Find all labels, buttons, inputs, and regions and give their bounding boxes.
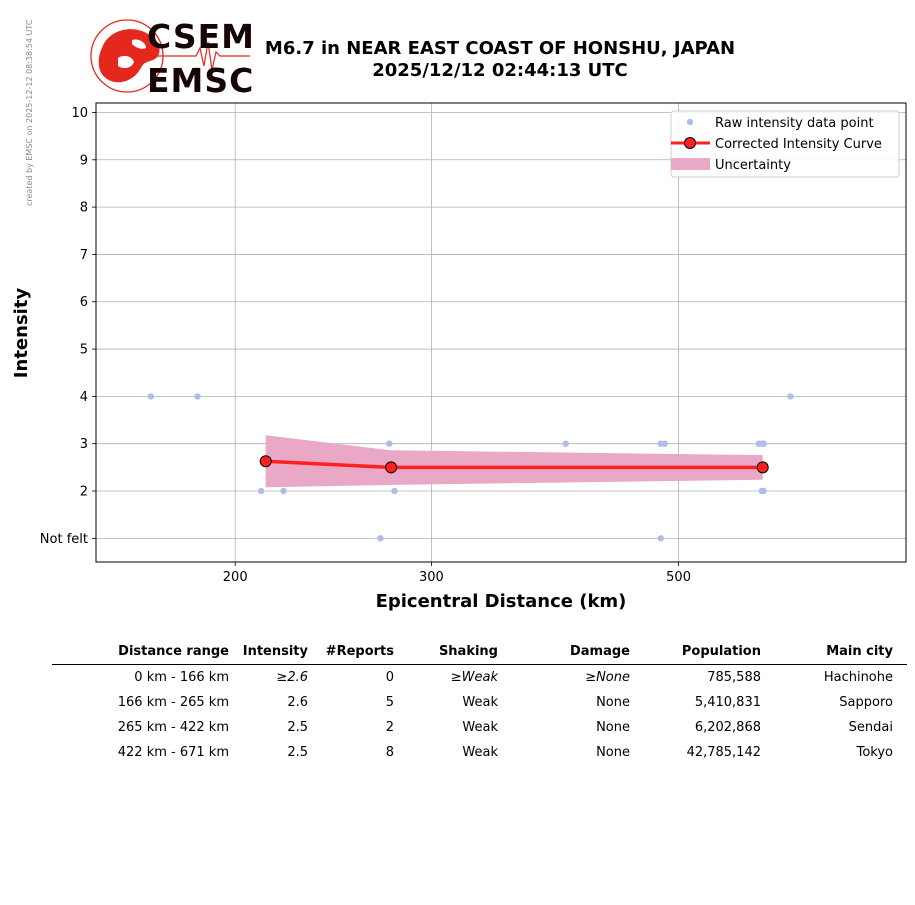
table-header: Distance range Intensity #Reports Shakin… xyxy=(52,640,907,665)
table-row: 265 km - 422 km 2.5 2 Weak None 6,202,86… xyxy=(52,715,907,740)
cell-population: 5,410,831 xyxy=(694,695,761,710)
legend-uncertainty-swatch xyxy=(671,158,710,170)
y-tick-label: 8 xyxy=(80,201,88,216)
cell-shaking: ≥Weak xyxy=(450,670,498,685)
cell-distance-range: 0 km - 166 km xyxy=(134,670,229,685)
y-tick-label: 2 xyxy=(80,485,88,500)
cell-main-city: Sapporo xyxy=(839,695,893,710)
header-reports: #Reports xyxy=(325,644,394,659)
cell-distance-range: 422 km - 671 km xyxy=(117,745,229,760)
uncertainty-band-layer xyxy=(265,435,763,488)
cell-reports: 2 xyxy=(385,720,394,735)
legend-curve-marker xyxy=(684,137,696,149)
cell-distance-range: 166 km - 265 km xyxy=(117,695,229,710)
summary-table: Distance range Intensity #Reports Shakin… xyxy=(52,640,907,765)
y-tick-label: 7 xyxy=(80,248,88,263)
table-row: 0 km - 166 km ≥2.6 0 ≥Weak ≥None 785,588… xyxy=(52,665,907,690)
x-tick-label: 500 xyxy=(666,570,691,585)
raw-data-point xyxy=(657,535,664,542)
cell-reports: 5 xyxy=(385,695,394,710)
header-intensity: Intensity xyxy=(242,644,308,659)
y-tick-label: 5 xyxy=(80,343,88,358)
header-population: Population xyxy=(681,644,761,659)
cell-reports: 8 xyxy=(385,745,394,760)
cell-damage: ≥None xyxy=(585,670,630,685)
raw-data-point xyxy=(391,487,398,495)
cell-main-city: Tokyo xyxy=(856,745,893,760)
legend-raw-label: Raw intensity data point xyxy=(715,116,874,131)
cell-damage: None xyxy=(596,720,630,735)
cell-reports: 0 xyxy=(385,670,394,685)
cell-intensity: 2.5 xyxy=(287,720,308,735)
x-tick-label: 300 xyxy=(419,570,444,585)
raw-data-point xyxy=(147,393,154,400)
cell-shaking: Weak xyxy=(462,695,498,710)
corrected-curve-point xyxy=(385,461,398,474)
table-row: 166 km - 265 km 2.6 5 Weak None 5,410,83… xyxy=(52,690,907,715)
raw-data-point xyxy=(562,440,569,447)
raw-data-point xyxy=(386,440,393,447)
emsc-logo: CSEM EMSC xyxy=(88,18,258,100)
raw-data-point xyxy=(760,487,767,495)
chart-title: M6.7 in NEAR EAST COAST OF HONSHU, JAPAN… xyxy=(230,38,770,82)
raw-data-point xyxy=(377,535,384,542)
legend-raw-marker xyxy=(686,118,694,126)
corrected-curve-point xyxy=(259,455,272,468)
cell-intensity: 2.5 xyxy=(287,745,308,760)
raw-data-point xyxy=(194,393,201,400)
legend: Raw intensity data point Corrected Inten… xyxy=(670,110,900,178)
raw-data-point xyxy=(657,440,664,447)
cell-population: 785,588 xyxy=(707,670,761,685)
corrected-curve-layer xyxy=(259,455,769,474)
cell-population: 6,202,868 xyxy=(694,720,761,735)
cell-shaking: Weak xyxy=(462,720,498,735)
cell-distance-range: 265 km - 422 km xyxy=(117,720,229,735)
header-shaking: Shaking xyxy=(438,644,498,659)
y-tick-label: 10 xyxy=(71,106,88,121)
legend-curve-label: Corrected Intensity Curve xyxy=(715,137,882,152)
plot-frame xyxy=(95,102,907,563)
y-tick-label: 9 xyxy=(80,153,88,168)
y-tick-label: 3 xyxy=(80,437,88,452)
logo-top-text: CSEM xyxy=(147,17,255,56)
raw-points-layer xyxy=(147,393,794,542)
raw-data-point xyxy=(257,487,265,495)
title-line-1: M6.7 in NEAR EAST COAST OF HONSHU, JAPAN xyxy=(264,38,736,59)
header-damage: Damage xyxy=(569,644,630,659)
cell-main-city: Sendai xyxy=(848,720,893,735)
globe-seismogram-icon xyxy=(90,19,250,93)
y-tick-label: Not felt xyxy=(40,532,88,547)
header-main-city: Main city xyxy=(826,644,893,659)
cell-damage: None xyxy=(596,745,630,760)
uncertainty-band xyxy=(265,435,763,488)
x-axis-label: Epicentral Distance (km) xyxy=(376,591,627,612)
y-tick-label: 4 xyxy=(80,390,88,405)
logo-bottom-text: EMSC xyxy=(147,61,255,100)
cell-intensity: 2.6 xyxy=(287,695,308,710)
header-distance-range: Distance range xyxy=(118,644,229,659)
cell-damage: None xyxy=(596,695,630,710)
cell-main-city: Hachinohe xyxy=(823,670,893,685)
intensity-chart: Not felt 2 3 4 5 6 7 8 9 10 200 300 500 Epicentral D… xyxy=(11,102,907,612)
raw-data-point xyxy=(760,440,767,447)
x-tick-label: 200 xyxy=(223,570,248,585)
cell-intensity: ≥2.6 xyxy=(276,670,308,685)
y-axis-label: Intensity xyxy=(11,288,32,379)
ticks: Not felt 2 3 4 5 6 7 8 9 10 200 300 500 xyxy=(40,106,691,585)
corrected-curve-point xyxy=(756,461,769,474)
table-row: 422 km - 671 km 2.5 8 Weak None 42,785,1… xyxy=(52,740,907,765)
cell-shaking: Weak xyxy=(462,745,498,760)
raw-data-point xyxy=(787,393,794,400)
raw-data-point xyxy=(280,487,287,495)
cell-population: 42,785,142 xyxy=(686,745,761,760)
y-tick-label: 6 xyxy=(80,295,88,310)
legend-uncertainty-label: Uncertainty xyxy=(715,158,791,173)
title-line-2: 2025/12/12 02:44:13 UTC xyxy=(372,60,628,81)
